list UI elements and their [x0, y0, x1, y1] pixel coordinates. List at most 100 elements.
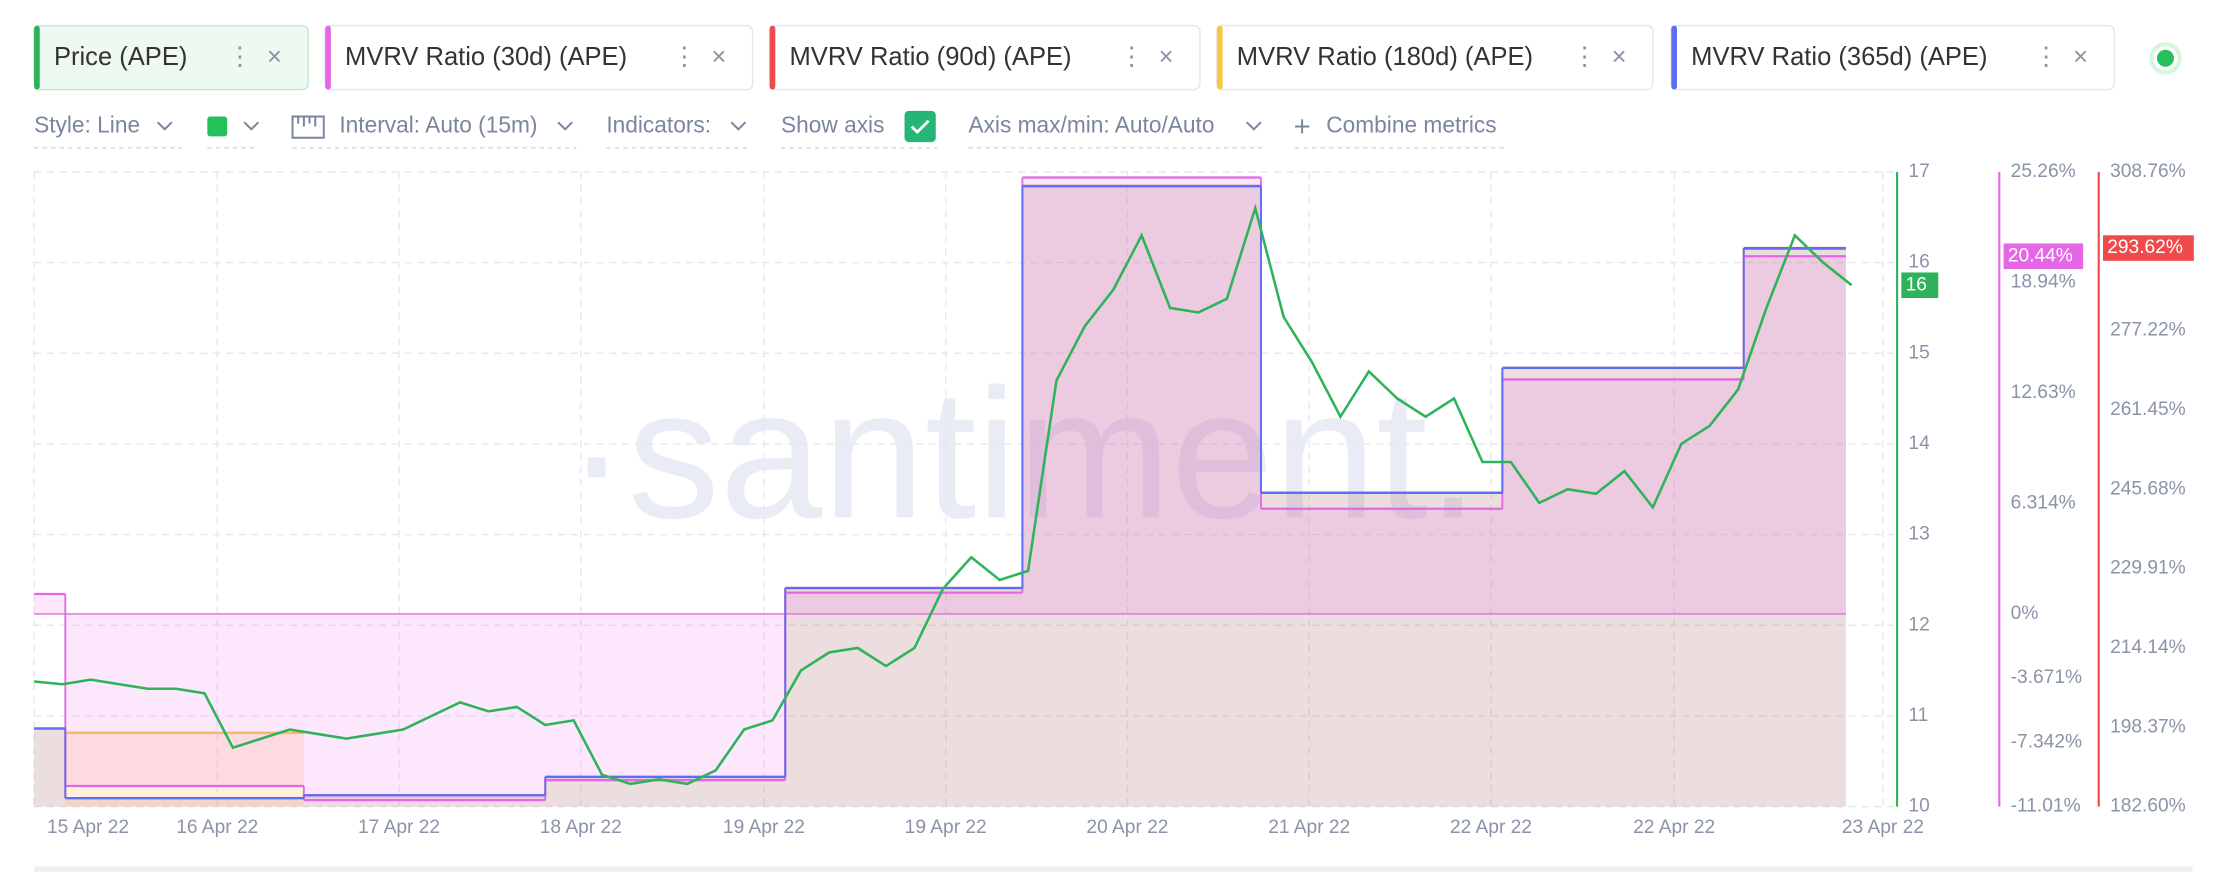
tab-menu[interactable]: ⋮: [672, 43, 698, 71]
last-value-badge: [2102, 235, 2194, 261]
y-tick-label: 277.22%: [2110, 320, 2186, 341]
axis-range-select[interactable]: Axis max/min: Auto/Auto: [968, 111, 1214, 137]
y-tick-label: -3.671%: [2011, 667, 2082, 688]
y-tick-label: 12.63%: [2011, 382, 2076, 403]
tab-close[interactable]: ×: [2073, 43, 2088, 71]
y-tick-label: -7.342%: [2011, 731, 2082, 752]
last-value-label: 293.62%: [2107, 237, 2183, 258]
step-area: [34, 728, 66, 807]
tab-color: [34, 25, 40, 90]
combine-metrics[interactable]: Combine metrics: [1326, 111, 1496, 137]
y-tick-label: 261.45%: [2110, 399, 2186, 420]
tab-close[interactable]: ×: [267, 43, 282, 71]
y-tick-label: 214.14%: [2110, 637, 2186, 658]
step-area: [65, 798, 304, 807]
y-tick-label: 16: [1908, 252, 1929, 273]
step-area: [1502, 379, 1744, 614]
tab-menu[interactable]: ⋮: [227, 43, 253, 71]
y-tick-label: 10: [1908, 796, 1929, 817]
indicators-select[interactable]: Indicators:: [606, 111, 711, 137]
y-tick-label: 12: [1908, 614, 1929, 635]
show-axis-label: Show axis: [781, 111, 884, 137]
x-tick-label: 19 Apr 22: [723, 817, 805, 838]
chevron: [156, 121, 173, 131]
chevron: [243, 121, 260, 131]
tab-close[interactable]: ×: [1159, 43, 1174, 71]
y-tick-label: 14: [1908, 433, 1930, 454]
y-tick-label: -11.01%: [2011, 796, 2081, 817]
x-tick-label: 20 Apr 22: [1086, 817, 1168, 838]
chevron: [1246, 121, 1262, 131]
last-value-badge: [1901, 272, 1939, 299]
interval-select[interactable]: Interval: Auto (15m): [339, 111, 537, 137]
step-area: [1022, 186, 1261, 807]
chevron: [557, 121, 573, 131]
y-tick-label: 11: [1908, 705, 1928, 726]
color-picker[interactable]: [207, 116, 228, 137]
y-tick-label: 0%: [2011, 603, 2039, 624]
status-dot[interactable]: [2156, 49, 2174, 67]
last-value-label: 20.44%: [2008, 245, 2073, 266]
y-tick-label: 182.60%: [2110, 796, 2186, 817]
tabs: Price (APE) ⋮ × MVRV Ratio (30d) (APE) ⋮ × MVR…: [33, 24, 2116, 91]
last-value-label: 16: [1906, 274, 1927, 295]
tab-menu[interactable]: ⋮: [1119, 43, 1145, 71]
chevron: [730, 121, 747, 131]
step-area: [1743, 248, 1846, 807]
y-tick-label: 6.314%: [2011, 493, 2076, 514]
tab-menu[interactable]: ⋮: [1572, 43, 1598, 71]
y-tick-label: 13: [1908, 524, 1929, 545]
show-axis-checkbox[interactable]: [904, 110, 936, 143]
check: [910, 119, 930, 135]
metric-tab[interactable]: [33, 24, 309, 91]
step-area: [545, 776, 786, 807]
x-tick-label: 23 Apr 22: [1842, 817, 1924, 838]
tab-close[interactable]: ×: [1612, 43, 1627, 71]
step-area: [785, 592, 1023, 614]
step-area: [34, 593, 66, 614]
tab-label: MVRV Ratio (90d) (APE): [790, 43, 1072, 71]
step-area: [545, 613, 786, 781]
x-tick-label: 19 Apr 22: [905, 817, 987, 838]
ruler-icon: [291, 115, 325, 139]
y-tick-label: 308.76%: [2110, 161, 2186, 182]
tab-color: [1216, 25, 1223, 90]
x-tick-label: 21 Apr 22: [1268, 817, 1350, 838]
step-area: [65, 613, 304, 786]
tab-close[interactable]: ×: [711, 43, 726, 71]
tab-label: MVRV Ratio (365d) (APE): [1691, 43, 1987, 71]
scrollbar[interactable]: [34, 866, 2193, 872]
x-tick-label: 18 Apr 22: [540, 817, 622, 838]
y-tick-label: 17: [1908, 161, 1929, 182]
tab-label: MVRV Ratio (30d) (APE): [345, 43, 627, 71]
plus-icon: [1295, 119, 1310, 134]
tab-color: [325, 25, 331, 90]
price-line: [33, 203, 1853, 786]
y-tick-label: 245.68%: [2110, 478, 2186, 499]
step-area: [1502, 367, 1744, 807]
step-area: [785, 587, 1023, 807]
step-area: [1743, 256, 1846, 614]
x-tick-label: 15 Apr 22: [47, 817, 129, 838]
y-tick-label: 18.94%: [2011, 272, 2076, 293]
x-tick-label: 17 Apr 22: [358, 817, 440, 838]
y-tick-label: 15: [1908, 342, 1929, 363]
x-tick-label: 22 Apr 22: [1450, 817, 1532, 838]
tab-label: Price (APE): [54, 43, 187, 71]
tab-label: MVRV Ratio (180d) (APE): [1237, 43, 1533, 71]
x-tick-label: 22 Apr 22: [1633, 817, 1715, 838]
tab-menu[interactable]: ⋮: [2033, 43, 2059, 71]
step-area: [303, 613, 546, 801]
plot: 15 Apr 22 16 Apr 22 17 Apr 22 18 Apr 22 19 A…: [33, 161, 2194, 838]
step-area: [1260, 508, 1503, 614]
tab-color: [769, 25, 776, 90]
y-tick-label: 229.91%: [2110, 558, 2186, 579]
step-area: [1260, 492, 1503, 807]
last-value-badge: [2003, 243, 2084, 270]
y-tick-label: 25.26%: [2011, 161, 2076, 182]
step-area: [65, 732, 304, 807]
style-select[interactable]: Style: Line: [34, 111, 140, 137]
step-area: [1022, 177, 1261, 614]
